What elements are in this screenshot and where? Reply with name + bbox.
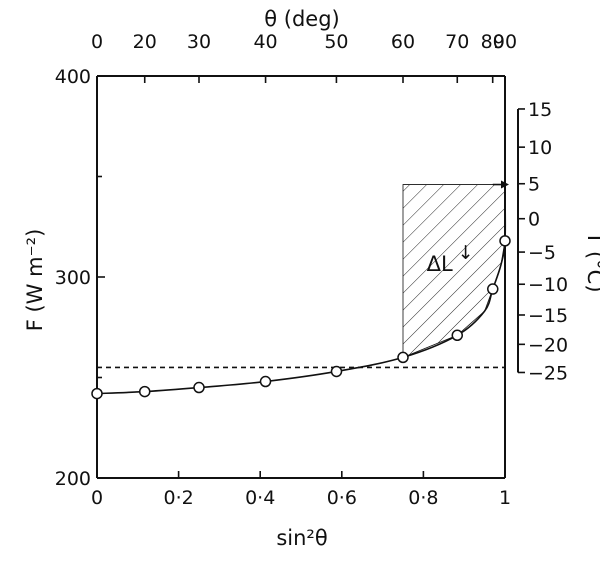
shaded-region-label: ΔL [427,252,453,276]
x-tick-label: 0·8 [408,487,438,509]
x-tick-label: 1 [499,487,511,509]
x-axis-title: sin²θ [276,526,327,550]
top-tick-label: 30 [187,31,211,53]
right-tick-label: −20 [528,334,568,356]
right-axis-title: T (°C) [583,230,600,292]
data-point [193,381,205,394]
data-point [91,387,103,400]
y-tick-label: 200 [55,468,91,490]
right-tick-label: −10 [528,274,568,296]
data-point [499,235,511,247]
y-tick-label: 300 [55,267,91,289]
right-tick-label: −25 [528,362,568,384]
data-point [397,351,409,364]
data-point [487,283,499,295]
top-tick-label: 40 [253,31,277,53]
top-tick-label: 20 [133,31,157,53]
right-tick-label: −5 [528,242,556,264]
x-tick-label: 0·2 [163,487,193,509]
shaded-region-label-superscript: ↓ [458,242,474,264]
top-tick-label: 80 [481,31,505,53]
data-point [451,329,464,342]
right-tick-label: 5 [528,174,540,196]
y-tick-label: 400 [55,66,91,88]
x-tick-label: 0 [91,487,103,509]
x-tick-label: 0·4 [245,487,275,509]
top-tick-label: 70 [445,31,469,53]
top-tick-label: 90 [493,31,517,53]
top-tick-label: 0 [91,31,103,53]
top-tick-label: 50 [324,31,348,53]
y-axis-title: F (W m⁻²) [23,229,47,332]
right-tick-label: 10 [528,137,552,159]
top-tick-label: 60 [391,31,415,53]
data-point [259,375,272,388]
right-tick-label: −15 [528,305,568,327]
x-tick-label: 0·6 [327,487,357,509]
right-tick-label: 0 [528,209,540,231]
data-point [330,365,343,378]
right-tick-label: 15 [528,99,552,121]
data-layer [91,192,511,400]
data-point [138,385,151,398]
top-axis-title: θ (deg) [264,7,340,31]
